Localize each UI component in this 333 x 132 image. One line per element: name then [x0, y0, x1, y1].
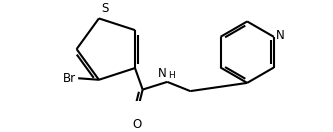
Text: O: O: [132, 118, 141, 131]
Text: H: H: [168, 71, 175, 80]
Text: Br: Br: [63, 72, 76, 85]
Text: N: N: [158, 67, 166, 80]
Text: S: S: [101, 2, 109, 15]
Text: N: N: [276, 29, 285, 42]
